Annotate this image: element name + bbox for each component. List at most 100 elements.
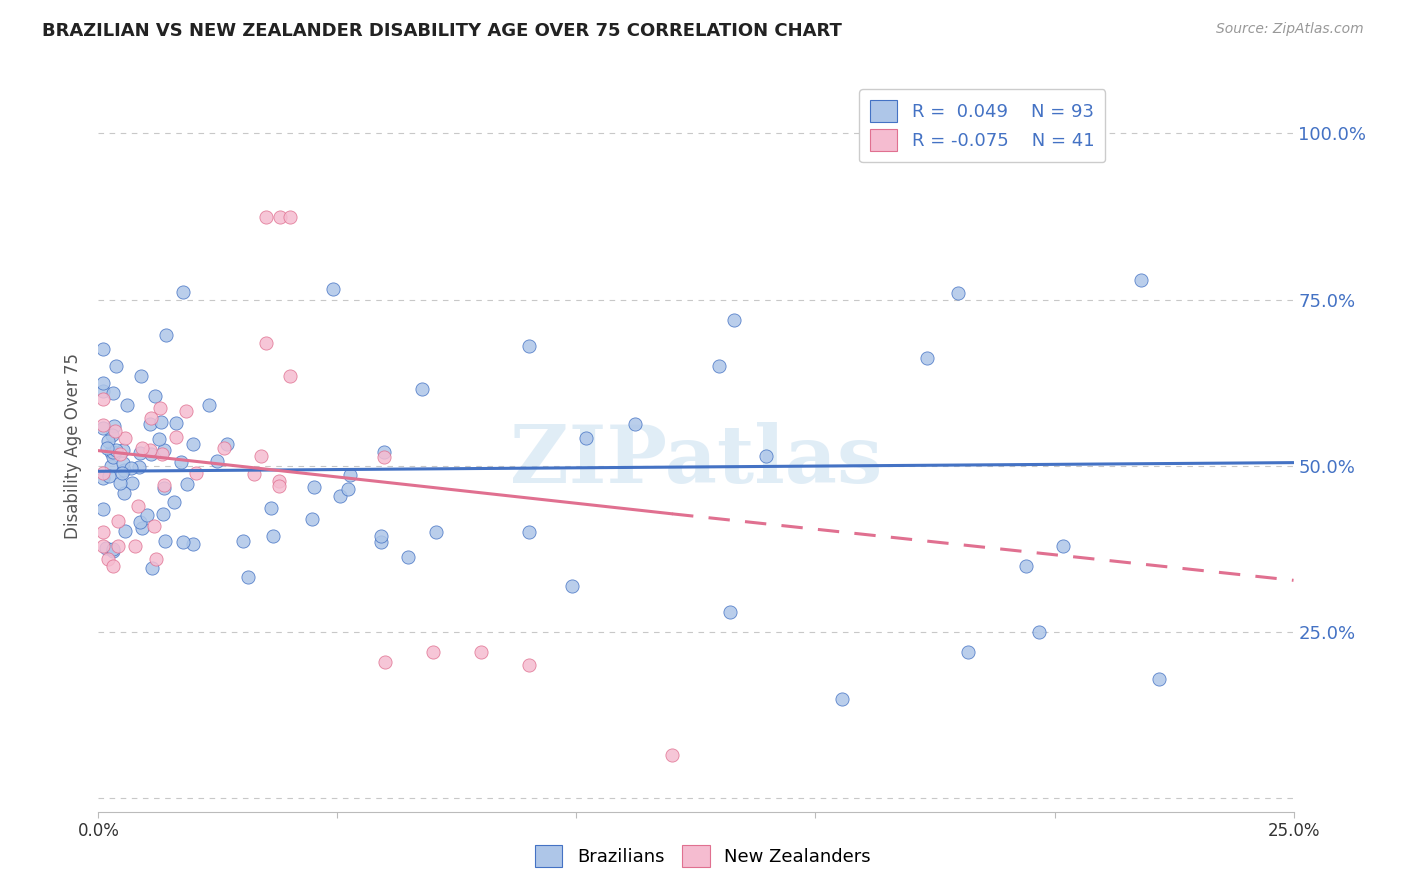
Point xyxy=(91,376,114,391)
Point xyxy=(91,384,114,399)
Point xyxy=(831,691,853,706)
Point xyxy=(124,539,146,553)
Point xyxy=(411,383,433,397)
Point xyxy=(117,398,139,412)
Point xyxy=(128,460,150,475)
Point xyxy=(112,442,135,457)
Point xyxy=(100,445,122,459)
Point xyxy=(105,443,128,458)
Point xyxy=(143,389,166,403)
Point xyxy=(101,450,124,464)
Point xyxy=(337,482,360,496)
Point xyxy=(176,477,198,491)
Point xyxy=(152,508,174,522)
Point xyxy=(153,443,176,458)
Point xyxy=(259,500,281,515)
Point xyxy=(329,489,352,503)
Point xyxy=(322,282,344,296)
Point xyxy=(91,343,114,357)
Point xyxy=(97,434,120,448)
Point xyxy=(170,455,193,469)
Point xyxy=(114,485,136,500)
Point xyxy=(575,431,598,445)
Point xyxy=(370,535,392,549)
Text: ZIPatlas: ZIPatlas xyxy=(510,422,882,500)
Point xyxy=(1052,539,1074,553)
Point xyxy=(100,458,122,473)
Point xyxy=(129,445,152,459)
Point xyxy=(139,417,162,431)
Point xyxy=(149,401,172,415)
Point xyxy=(131,521,153,535)
Point xyxy=(1149,672,1171,686)
Point xyxy=(172,535,194,549)
Text: Source: ZipAtlas.com: Source: ZipAtlas.com xyxy=(1216,22,1364,37)
Point xyxy=(98,469,121,483)
Point xyxy=(249,449,271,463)
Point xyxy=(957,645,980,659)
Point xyxy=(267,474,290,488)
Point xyxy=(304,480,326,494)
Point xyxy=(186,467,208,481)
Point xyxy=(127,499,149,513)
Point xyxy=(91,525,114,540)
Point xyxy=(139,447,162,461)
Point xyxy=(101,445,124,459)
Point xyxy=(1015,558,1038,573)
Point xyxy=(232,534,254,549)
Point xyxy=(172,285,194,300)
Point xyxy=(396,549,419,564)
Point xyxy=(181,437,204,451)
Point xyxy=(91,501,114,516)
Point xyxy=(103,419,125,434)
Point xyxy=(373,445,395,459)
Point xyxy=(915,351,938,365)
Point xyxy=(148,432,170,446)
Point xyxy=(129,516,152,530)
Point xyxy=(108,447,131,461)
Point xyxy=(104,424,127,438)
Point xyxy=(422,645,444,659)
Point xyxy=(205,453,228,467)
Point xyxy=(236,570,259,584)
Point xyxy=(114,431,136,445)
Point xyxy=(114,463,136,477)
Point xyxy=(1130,273,1153,287)
Point xyxy=(262,529,284,543)
Point xyxy=(1028,625,1050,640)
Point xyxy=(107,539,129,553)
Point xyxy=(152,478,174,492)
Point xyxy=(242,467,264,482)
Point xyxy=(723,312,745,326)
Point xyxy=(107,514,129,528)
Point xyxy=(101,558,124,573)
Point xyxy=(96,441,118,455)
Point xyxy=(212,441,235,455)
Point xyxy=(425,525,447,540)
Point xyxy=(163,495,186,509)
Point xyxy=(101,544,124,558)
Point xyxy=(145,552,167,566)
Point xyxy=(143,518,166,533)
Point xyxy=(91,392,114,407)
Point xyxy=(707,359,730,374)
Point xyxy=(121,476,143,491)
Point xyxy=(254,210,277,224)
Point xyxy=(114,524,136,539)
Point xyxy=(94,541,117,556)
Point xyxy=(150,415,173,429)
Point xyxy=(112,456,135,470)
Point xyxy=(661,748,683,763)
Point xyxy=(755,449,778,463)
Point xyxy=(155,327,177,342)
Point xyxy=(373,450,395,465)
Point xyxy=(131,441,153,455)
Point xyxy=(91,418,114,433)
Point xyxy=(278,369,301,384)
Point xyxy=(165,430,187,444)
Point xyxy=(91,466,114,480)
Point xyxy=(278,210,301,224)
Point xyxy=(120,460,142,475)
Point xyxy=(269,210,291,224)
Point xyxy=(517,658,540,673)
